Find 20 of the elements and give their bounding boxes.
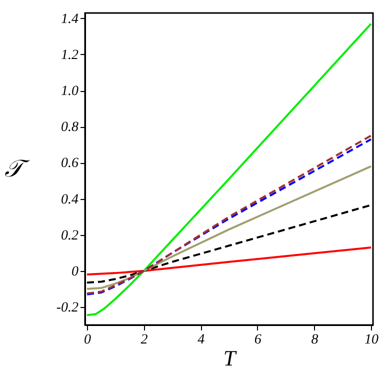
y-tick-label: 1.4 xyxy=(61,12,78,27)
x-tick-label: 0 xyxy=(84,332,91,348)
y-tick-label: 1.2 xyxy=(61,48,78,63)
y-axis-title: 𝒯 xyxy=(4,156,30,182)
y-tick-label: 0.8 xyxy=(61,120,78,136)
x-tick-label: 6 xyxy=(254,332,262,348)
line-series xyxy=(86,246,372,276)
y-tick-label: 0.6 xyxy=(61,156,78,172)
line-series xyxy=(86,22,372,316)
y-tick-label: 1.0 xyxy=(61,84,78,100)
line-series xyxy=(86,165,372,290)
x-tick-label: 10 xyxy=(364,332,379,348)
y-tick-label: 0.2 xyxy=(61,228,78,244)
y-tick-label: 0.4 xyxy=(61,192,78,208)
y-tick-label: -0.2 xyxy=(56,300,78,316)
x-tick-label: 4 xyxy=(198,332,205,348)
y-tick-label: 0 xyxy=(72,264,78,280)
x-axis-title: T xyxy=(223,346,238,370)
x-tick-label: 2 xyxy=(140,332,148,348)
x-tick-label: 8 xyxy=(311,332,318,348)
